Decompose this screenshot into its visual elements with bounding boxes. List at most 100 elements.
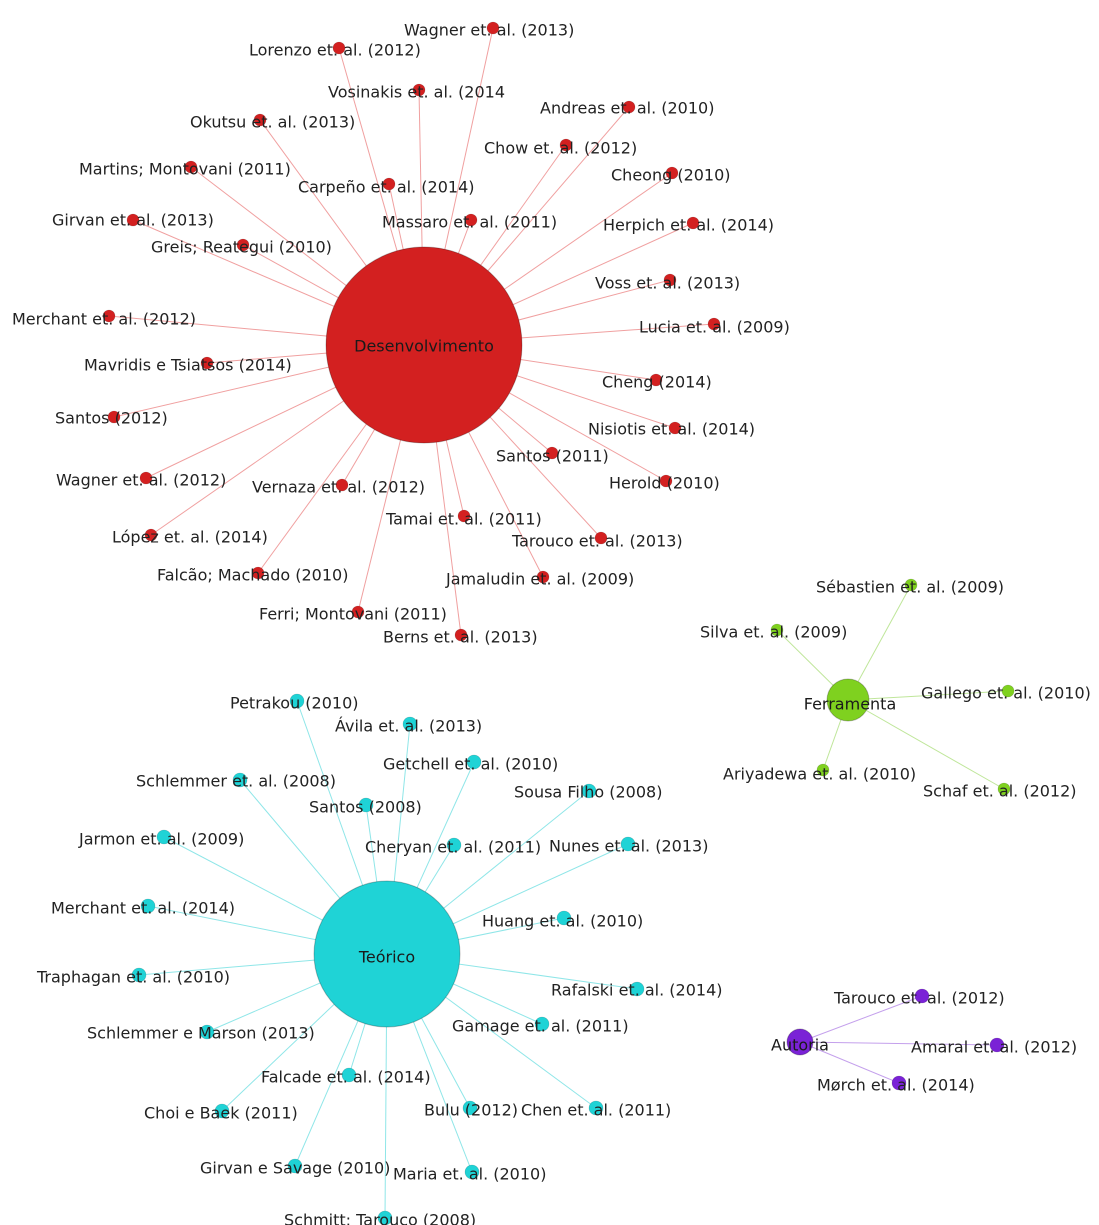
- leaf-node-tarouco-et-al-2012[interactable]: [914, 988, 930, 1004]
- hub-layer: Desenvolvimento Ferramenta Teórico Autoria: [313, 246, 897, 1056]
- leaf-node-vosinakis-et-al-2014[interactable]: [412, 83, 426, 97]
- leaf-node-cheryan-et-al-2011[interactable]: [446, 837, 462, 853]
- leaf-node-sousa-filho-2008[interactable]: [581, 783, 597, 799]
- leaf-node-santos-2012[interactable]: [107, 410, 121, 424]
- leaf-node-cheong-2010[interactable]: [665, 166, 679, 180]
- leaf-node-sebastien-et-al-2009[interactable]: [904, 578, 918, 592]
- leaf-node-nunes-et-al-2013[interactable]: [620, 836, 636, 852]
- edge-ferramenta-gallego-et-al-2010: [847, 690, 1009, 701]
- leaf-node-choi-e-baek-2011[interactable]: [214, 1103, 230, 1119]
- leaf-node-petrakou-2010[interactable]: [289, 693, 305, 709]
- leaf-node-carpeno-et-al-2014[interactable]: [382, 177, 396, 191]
- hub-label-ferramenta: Ferramenta: [804, 695, 897, 714]
- leaf-label-schlemmer-et-al-2008: Schlemmer et. al. (2008): [136, 772, 336, 791]
- leaf-node-jarmon-et-al-2009[interactable]: [156, 829, 172, 845]
- leaf-node-santos-2008[interactable]: [358, 797, 374, 813]
- leaf-node-lucia-et-al-2009[interactable]: [707, 317, 721, 331]
- edge-autoria-amaral-et-al-2012: [799, 1041, 998, 1046]
- leaf-node-herpich-et-al-2014[interactable]: [686, 216, 700, 230]
- leaf-node-ariyadewa-et-al-2010[interactable]: [816, 763, 830, 777]
- leaf-node-rafalski-et-al-2014[interactable]: [629, 981, 645, 997]
- leaf-label-gamage-et-al-2011: Gamage et. al. (2011): [452, 1017, 629, 1036]
- leaf-node-andreas-et-al-2010[interactable]: [622, 100, 636, 114]
- leaf-node-maria-et-al-2010[interactable]: [464, 1164, 480, 1180]
- edge-ferramenta-sebastien-et-al-2009: [847, 584, 912, 701]
- leaf-label-chen-et-al-2011: Chen et. al. (2011): [521, 1101, 671, 1120]
- leaf-node-nisiotis-et-al-2014[interactable]: [668, 421, 682, 435]
- leaf-node-traphagan-et-al-2010[interactable]: [131, 967, 147, 983]
- leaf-node-voss-et-al-2013[interactable]: [663, 273, 677, 287]
- leaf-node-gallego-et-al-2010[interactable]: [1001, 684, 1015, 698]
- leaf-label-wagner-et-al-2012: Wagner et. al. (2012): [56, 471, 226, 490]
- leaf-label-girvan-e-savage-2010: Girvan e Savage (2010): [200, 1159, 390, 1178]
- leaf-node-okutsu-et-al-2013[interactable]: [253, 113, 267, 127]
- hub-node-teorico[interactable]: [313, 880, 461, 1028]
- leaf-label-merchant-et-al-2014: Merchant et. al. (2014): [51, 899, 235, 918]
- leaf-node-lorenzo-et-al-2012[interactable]: [332, 41, 346, 55]
- leaf-label-santos-2008: Santos (2008): [309, 798, 422, 817]
- leaf-node-avila-et-al-2013[interactable]: [402, 716, 418, 732]
- leaf-node-mavridis-e-tsiatsos-2014[interactable]: [200, 356, 214, 370]
- leaf-label-getchell-et-al-2010: Getchell et. al. (2010): [383, 755, 558, 774]
- leaf-node-lopez-et-al-2014[interactable]: [144, 528, 158, 542]
- leaf-node-merchant-et-al-2012[interactable]: [102, 309, 116, 323]
- leaf-label-herpich-et-al-2014: Herpich et. al. (2014): [603, 216, 774, 235]
- leaf-label-avila-et-al-2013: Ávila et. al. (2013): [335, 717, 482, 736]
- leaf-label-massaro-et-al-2011: Massaro et. al. (2011): [382, 213, 557, 232]
- leaf-label-cheryan-et-al-2011: Cheryan et. al. (2011): [365, 838, 541, 857]
- leaf-node-falcao-machado-2010[interactable]: [251, 566, 265, 580]
- leaf-node-merchant-et-al-2014[interactable]: [140, 898, 156, 914]
- leaf-node-greis-reategui-2010[interactable]: [236, 238, 250, 252]
- leaf-node-herold-2010[interactable]: [659, 474, 673, 488]
- leaf-node-huang-et-al-2010[interactable]: [556, 910, 572, 926]
- leaf-node-amaral-et-al-2012[interactable]: [989, 1037, 1005, 1053]
- leaf-node-girvan-e-savage-2010[interactable]: [287, 1158, 303, 1174]
- leaf-label-martins-montovani-2011: Martins; Montovani (2011): [79, 160, 291, 179]
- hub-node-autoria[interactable]: [786, 1028, 814, 1056]
- leaf-node-girvan-et-al-2013[interactable]: [126, 213, 140, 227]
- leaf-label-petrakou-2010: Petrakou (2010): [230, 694, 359, 713]
- leaf-node-chow-et-al-2012[interactable]: [559, 138, 573, 152]
- leaf-label-tarouco-et-al-2013: Tarouco et. al. (2013): [511, 532, 683, 551]
- leaf-node-silva-et-al-2009[interactable]: [770, 623, 784, 637]
- leaf-node-jamaludin-et-al-2009[interactable]: [536, 570, 550, 584]
- leaf-node-tamai-et-al-2011[interactable]: [457, 509, 471, 523]
- leaf-node-berns-et-al-2013[interactable]: [454, 628, 468, 642]
- leaf-node-falcade-et-al-2014[interactable]: [341, 1067, 357, 1083]
- leaf-node-wagner-et-al-2012[interactable]: [139, 471, 153, 485]
- leaf-label-maria-et-al-2010: Maria et. al. (2010): [393, 1165, 546, 1184]
- leaf-node-bulu-2012[interactable]: [462, 1100, 478, 1116]
- leaf-node-santos-2011[interactable]: [545, 446, 559, 460]
- leaf-node-schaf-et-al-2012[interactable]: [997, 782, 1011, 796]
- hub-node-ferramenta[interactable]: [826, 678, 870, 722]
- leaf-node-m-rch-et-al-2014[interactable]: [891, 1075, 907, 1091]
- leaf-label-jarmon-et-al-2009: Jarmon et. al. (2009): [78, 830, 244, 849]
- leaf-label-traphagan-et-al-2010: Traphagan et. al. (2010): [36, 968, 230, 987]
- leaf-label-bulu-2012: Bulu (2012): [424, 1101, 518, 1120]
- leaf-node-wagner-et-al-2013[interactable]: [486, 21, 500, 35]
- hub-node-desenvolvimento[interactable]: [325, 246, 523, 444]
- leaf-node-schmitt-tarouco-2008[interactable]: [377, 1210, 393, 1225]
- leaf-node-chen-et-al-2011[interactable]: [588, 1100, 604, 1116]
- leaf-node-cheng-2014[interactable]: [649, 373, 663, 387]
- leaf-label-carpeno-et-al-2014: Carpeño et. al. (2014): [298, 178, 474, 197]
- leaf-label-sousa-filho-2008: Sousa Filho (2008): [514, 783, 662, 802]
- leaf-label-ariyadewa-et-al-2010: Ariyadewa et. al. (2010): [723, 765, 916, 784]
- leaf-node-martins-montovani-2011[interactable]: [184, 160, 198, 174]
- leaf-label-jamaludin-et-al-2009: Jamaludin et. al. (2009): [445, 570, 634, 589]
- leaf-node-tarouco-et-al-2013[interactable]: [594, 531, 608, 545]
- leaf-label-nunes-et-al-2013: Nunes et. al. (2013): [549, 837, 708, 856]
- edge-autoria-tarouco-et-al-2012: [799, 995, 923, 1043]
- leaf-node-gamage-et-al-2011[interactable]: [534, 1016, 550, 1032]
- leaf-label-lorenzo-et-al-2012: Lorenzo et. al. (2012): [249, 41, 421, 60]
- leaf-label-tarouco-et-al-2012: Tarouco et. al. (2012): [833, 989, 1005, 1008]
- leaf-node-schlemmer-et-al-2008[interactable]: [232, 772, 248, 788]
- leaf-node-vernaza-et-al-2012[interactable]: [335, 478, 349, 492]
- leaf-node-getchell-et-al-2010[interactable]: [466, 754, 482, 770]
- leaf-node-ferri-montovani-2011[interactable]: [351, 605, 365, 619]
- leaf-node-schlemmer-e-marson-2013[interactable]: [199, 1024, 215, 1040]
- leaf-layer: Wagner et. al. (2013)Lorenzo et. al. (20…: [12, 21, 1091, 1225]
- leaf-node-massaro-et-al-2011[interactable]: [464, 213, 478, 227]
- leaf-label-cheong-2010: Cheong (2010): [611, 166, 731, 185]
